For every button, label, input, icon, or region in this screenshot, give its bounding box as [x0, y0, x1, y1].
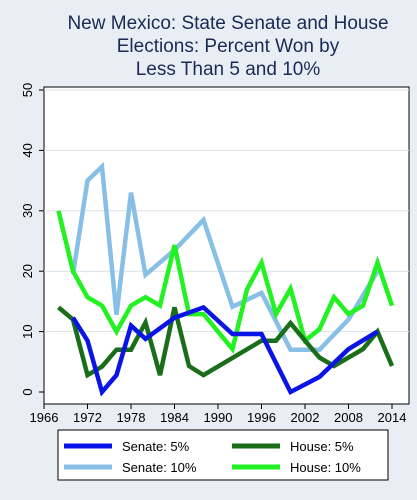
legend: Senate: 5% House: 5% Senate: 10% House: 10%	[64, 439, 361, 475]
x-tick-label: 2002	[291, 410, 320, 425]
y-tick-label: 50	[20, 83, 35, 97]
x-tick-label: 1978	[117, 410, 146, 425]
gridlines	[44, 89, 409, 333]
legend-label: Senate: 5%	[122, 439, 190, 454]
series-lines	[56, 161, 395, 397]
chart-title-line-1: New Mexico: State Senate and House	[67, 13, 388, 34]
y-tick-label: 10	[20, 324, 35, 338]
x-tick-label: 2008	[334, 410, 363, 425]
chart-title-line-3: Less Than 5 and 10%	[136, 59, 321, 80]
legend-box	[57, 429, 389, 481]
chart-title-line-2: Elections: Percent Won by	[117, 36, 340, 57]
x-tick-label: 2014	[378, 410, 407, 425]
legend-label: House: 10%	[290, 460, 361, 475]
y-tick-label: 30	[20, 204, 35, 218]
x-tick-label: 1966	[30, 410, 59, 425]
chart-title: New Mexico: State Senate and House Elect…	[67, 13, 388, 80]
axes: 0 10 20 30 40 50 1966 1972 1978 1984 1990 1996 2002 2…	[20, 83, 406, 425]
x-tick-label: 1990	[204, 410, 233, 425]
y-tick-label: 40	[20, 143, 35, 157]
series-line-house-10	[56, 210, 395, 354]
y-tick-label: 0	[20, 388, 35, 395]
series-line-senate-5	[71, 304, 379, 397]
x-tick-label: 1984	[160, 410, 189, 425]
legend-label: House: 5%	[290, 439, 354, 454]
legend-label: Senate: 10%	[122, 460, 197, 475]
x-tick-label: 1972	[73, 410, 102, 425]
y-tick-label: 20	[20, 264, 35, 278]
x-tick-label: 1996	[247, 410, 276, 425]
